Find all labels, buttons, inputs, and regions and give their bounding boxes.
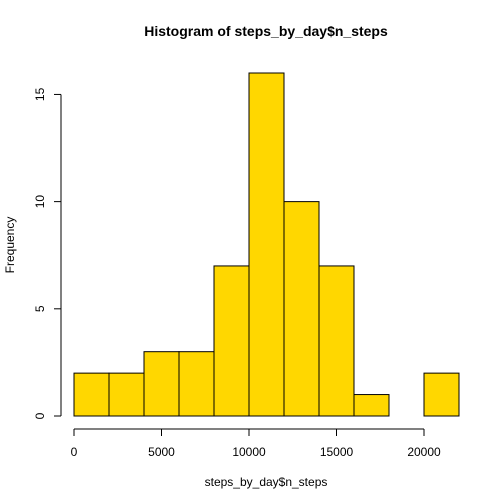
x-tick-label: 0 [71, 445, 78, 459]
chart-title: Histogram of steps_by_day$n_steps [144, 23, 388, 39]
x-tick-label: 10000 [232, 445, 266, 459]
y-tick-label: 5 [33, 305, 47, 312]
histogram-bars [73, 72, 460, 417]
histogram-bar-8 [353, 394, 390, 417]
histogram-bar-10 [423, 372, 460, 417]
y-tick-label: 10 [33, 195, 47, 209]
y-axis-label: Frequency [3, 217, 17, 274]
histogram-bar-2 [143, 351, 180, 417]
histogram-bar-0 [73, 372, 110, 417]
x-tick-label: 5000 [148, 445, 175, 459]
x-tick-label: 15000 [320, 445, 354, 459]
histogram-bar-4 [213, 265, 250, 417]
y-tick-label: 15 [33, 87, 47, 101]
x-axis: 0 5000 10000 15000 20000 [71, 428, 441, 459]
histogram-bar-5 [248, 72, 285, 417]
histogram-bar-3 [178, 351, 215, 417]
x-axis-label: steps_by_day$n_steps [205, 475, 328, 489]
histogram-bar-1 [108, 372, 145, 417]
histogram-bar-7 [318, 265, 355, 417]
histogram-bar-6 [283, 201, 320, 417]
y-tick-label: 0 [33, 412, 47, 419]
y-axis: 0 5 10 15 [33, 87, 62, 419]
x-tick-label: 20000 [407, 445, 441, 459]
